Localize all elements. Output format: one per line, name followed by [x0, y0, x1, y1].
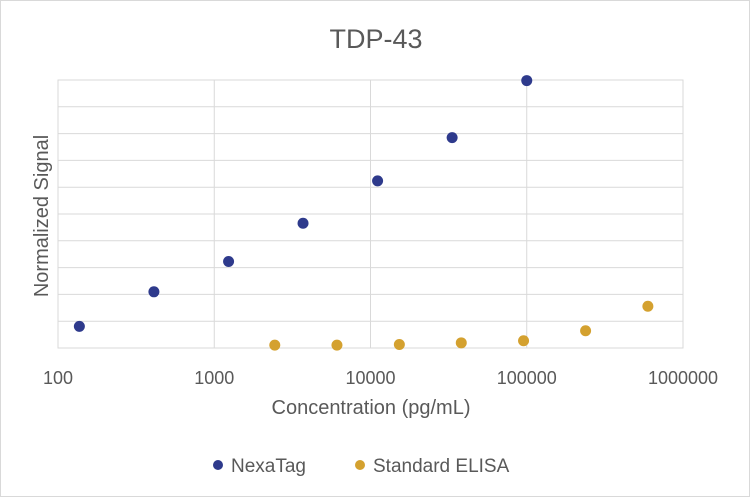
nexatag-point: [223, 256, 235, 268]
nexatag-point: [297, 217, 309, 229]
data-points: [73, 75, 654, 351]
elisa-point: [269, 339, 281, 351]
x-tick-label: 100: [43, 368, 73, 388]
x-tick-label: 10000: [345, 368, 395, 388]
elisa-point: [455, 337, 467, 349]
nexatag-point: [521, 75, 533, 87]
elisa-point: [393, 339, 405, 351]
legend-label-nexatag: NexaTag: [231, 456, 306, 477]
legend-marker-nexatag: [213, 460, 223, 470]
grid-lines: [57, 79, 684, 349]
x-tick-labels: 100 1000 10000 100000 1000000: [43, 368, 718, 388]
x-axis-label: Concentration (pg/mL): [272, 397, 471, 419]
chart-title: TDP-43: [329, 24, 422, 54]
y-axis-label: Normalized Signal: [31, 135, 53, 297]
nexatag-point: [148, 286, 160, 298]
x-tick-label: 100000: [497, 368, 557, 388]
nexatag-point: [446, 132, 458, 144]
nexatag-point: [372, 175, 384, 187]
elisa-point: [642, 300, 654, 312]
elisa-point: [331, 339, 343, 351]
nexatag-point: [73, 320, 85, 332]
x-tick-label: 1000: [194, 368, 234, 388]
elisa-point: [518, 335, 530, 347]
legend: NexaTag Standard ELISA: [213, 456, 510, 477]
legend-marker-elisa: [355, 460, 365, 470]
elisa-point: [580, 325, 592, 337]
legend-label-elisa: Standard ELISA: [373, 456, 510, 477]
x-tick-label: 1000000: [648, 368, 718, 388]
